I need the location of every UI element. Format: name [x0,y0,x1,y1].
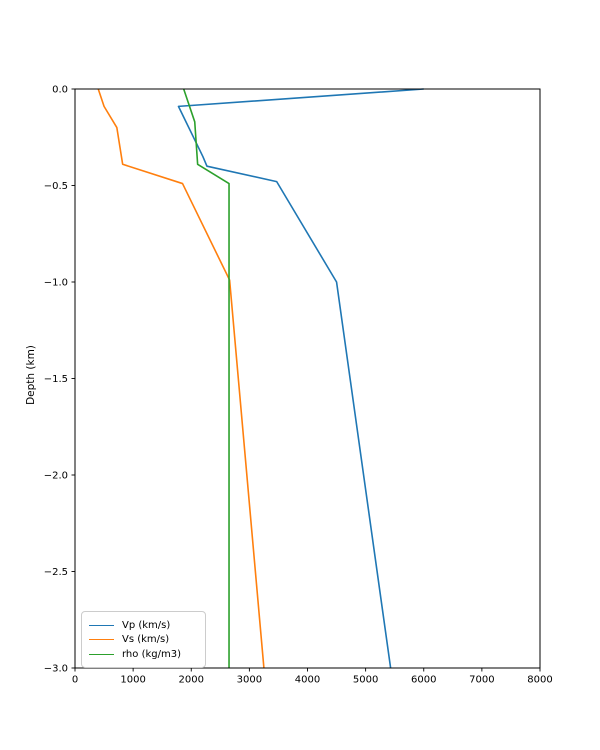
legend-item-vs: Vs (km/s) [89,633,197,646]
rho-legend-line-sample [89,653,114,655]
x-tick-label: 4000 [295,674,320,685]
legend-item-vp: Vp (km/s) [89,619,197,632]
x-tick-label: 3000 [237,674,262,685]
x-tick-label: 1000 [120,674,145,685]
y-tick-label: −1.0 [44,277,68,288]
y-tick-label: −0.5 [44,181,68,192]
vp-series-line [177,88,424,669]
x-tick-label: 5000 [353,674,378,685]
y-tick-label: 0.0 [52,84,68,95]
legend-item-rho: rho (kg/m3) [89,648,197,661]
y-tick-label: −3.0 [44,663,68,674]
y-tick-label: −2.0 [44,470,68,481]
y-axis-label: Depth (km) [25,345,37,405]
y-tick-label: −2.5 [44,567,68,578]
x-tick-label: 7000 [469,674,494,685]
legend: Vp (km/s) Vs (km/s) rho (kg/m3) [81,611,206,668]
vs-series-line [97,88,265,669]
rho-legend-label: rho (kg/m3) [122,648,181,660]
vs-legend-label: Vs (km/s) [122,634,170,645]
vs-legend-line-sample [89,639,114,640]
x-tick-label: 8000 [527,674,552,685]
vp-legend-line-sample [89,624,114,626]
x-tick-label: 2000 [179,674,204,685]
x-tick-label: 0 [72,674,78,685]
vp-legend-label: Vp (km/s) [122,619,171,631]
plot-border [74,88,541,669]
x-tick-label: 6000 [411,674,436,685]
y-tick-label: −1.5 [44,374,68,385]
rho-series-line [182,88,230,668]
